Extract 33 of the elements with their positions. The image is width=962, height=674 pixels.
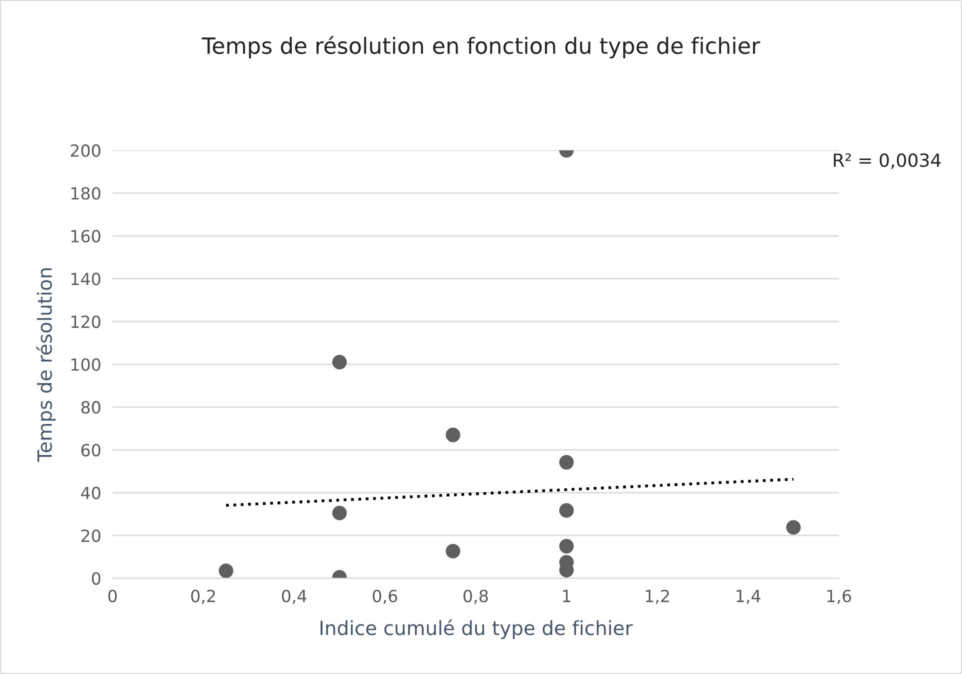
x-tick-label: 0,8 — [464, 590, 488, 604]
y-tick-label: 140 — [71, 272, 100, 286]
y-tick-label: 120 — [71, 315, 100, 328]
x-tick-label: 1 — [563, 590, 570, 602]
point — [559, 455, 574, 470]
y-tick-label: 80 — [81, 401, 100, 414]
point — [559, 503, 574, 518]
point — [332, 506, 347, 520]
x-tick-label: 0,2 — [191, 590, 215, 604]
x-tick-label: 1,6 — [827, 590, 852, 604]
y-tick-label: 0 — [92, 572, 100, 585]
x-tick-label: 1,2 — [646, 590, 669, 604]
y-tick-label: 180 — [71, 187, 100, 200]
y-tick-label: 40 — [81, 486, 100, 500]
chart-title: Temps de résolution en fonction du type de fichier — [202, 36, 760, 58]
y-tick-label: 20 — [81, 529, 100, 542]
y-tick-label: 60 — [81, 444, 100, 456]
point — [332, 354, 347, 370]
x-tick-label: 0,6 — [372, 590, 398, 604]
point — [218, 564, 234, 578]
point — [559, 538, 574, 554]
x-tick-label: 1,4 — [736, 590, 760, 604]
point — [786, 520, 801, 535]
y-tick-label: 160 — [71, 230, 100, 242]
annotation: R² = 0,0034 — [834, 153, 941, 169]
point — [446, 428, 460, 442]
y-tick-label: 200 — [70, 144, 100, 157]
x-axis-title: Indice cumulé du type de fichier — [320, 619, 633, 640]
point — [446, 544, 460, 558]
x-tick-label: 0 — [108, 590, 117, 602]
x-tick-label: 0,4 — [282, 590, 306, 604]
y-tick-label: 100 — [71, 358, 100, 371]
y-axis-title: Temps de résolution — [36, 268, 56, 462]
